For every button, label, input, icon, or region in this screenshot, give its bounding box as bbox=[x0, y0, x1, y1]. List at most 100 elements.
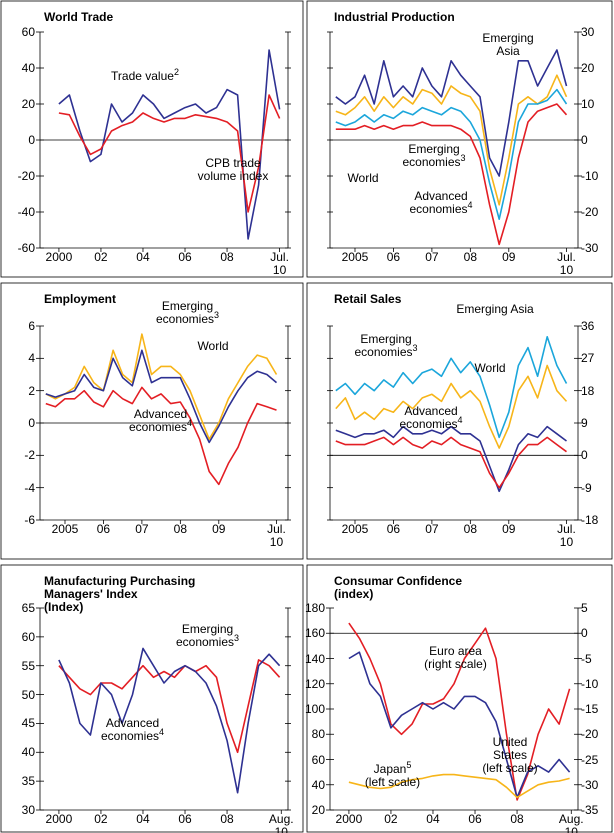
y-tick-label: -9 bbox=[581, 480, 592, 495]
series-label: Emerging economies3 bbox=[398, 143, 470, 169]
x-tick-label: 06 bbox=[178, 812, 192, 826]
y-tick-label: 4 bbox=[28, 351, 35, 366]
series-name: Advanced economies bbox=[100, 716, 160, 743]
y-tick-label: 0 bbox=[581, 626, 588, 641]
y-tick-label: 20 bbox=[581, 61, 595, 75]
x-tick-label: Jul. 10 bbox=[557, 250, 576, 277]
series-note: 4 bbox=[457, 415, 463, 425]
series-label: World bbox=[193, 340, 233, 353]
x-tick-label: Jul. 10 bbox=[270, 250, 289, 277]
y-tick-label: -4 bbox=[24, 480, 35, 495]
series-line bbox=[335, 436, 567, 489]
y-tick-label: 30 bbox=[21, 803, 35, 817]
series-label: World bbox=[343, 172, 383, 185]
series-label: Advanced economies4 bbox=[95, 717, 170, 743]
y-tick-label: -60 bbox=[17, 241, 35, 255]
y-tick-label: -30 bbox=[581, 777, 599, 792]
y-tick-label: -15 bbox=[581, 702, 599, 716]
series-name: Euro area bbox=[429, 644, 482, 658]
series-label: Emerging Asia bbox=[440, 303, 550, 316]
x-tick-label: 2000 bbox=[45, 812, 73, 826]
x-tick-label: 08 bbox=[220, 250, 234, 264]
series-label: Advanced economies4 bbox=[395, 405, 467, 431]
y-tick-label: 36 bbox=[581, 319, 595, 333]
panel-title: Retail Sales bbox=[334, 293, 534, 306]
series-line bbox=[348, 622, 571, 801]
y-tick-label: -20 bbox=[581, 727, 599, 742]
series-note: 4 bbox=[187, 418, 193, 428]
series-line bbox=[45, 349, 278, 444]
series-label: World bbox=[470, 362, 510, 375]
y-tick-label: 180 bbox=[304, 601, 325, 615]
y-tick-label: 40 bbox=[21, 745, 35, 760]
y-tick-label: -10 bbox=[581, 676, 599, 691]
series-label: Euro area (right scale) bbox=[413, 645, 498, 671]
series-name: Trade value bbox=[111, 69, 174, 83]
x-tick-label: 08 bbox=[463, 250, 477, 264]
x-tick-label: 09 bbox=[212, 522, 226, 536]
y-tick-label: 120 bbox=[304, 676, 325, 691]
y-tick-label: -20 bbox=[581, 205, 599, 219]
x-tick-label: 2000 bbox=[335, 812, 363, 826]
y-tick-label: -18 bbox=[581, 513, 599, 527]
y-tick-label: 20 bbox=[21, 97, 35, 111]
y-tick-label: 30 bbox=[581, 25, 595, 39]
series-line bbox=[335, 336, 568, 439]
series-name: Emerging economies bbox=[175, 622, 234, 649]
series-name: Advanced economies bbox=[128, 407, 188, 434]
series-label: Advanced economies4 bbox=[405, 190, 477, 216]
y-tick-label: 6 bbox=[28, 319, 35, 333]
y-tick-label: -35 bbox=[581, 803, 599, 817]
y-tick-label: 45 bbox=[21, 716, 35, 731]
series-line bbox=[335, 103, 568, 246]
y-tick-label: 65 bbox=[21, 601, 35, 615]
series-note: 3 bbox=[234, 633, 240, 643]
series-label: CPB trade volume index bbox=[188, 157, 278, 183]
series-label: Emerging economies3 bbox=[350, 333, 422, 359]
y-tick-label: -6 bbox=[24, 513, 35, 527]
subtitle: (index) bbox=[334, 587, 374, 601]
series-name: Advanced economies bbox=[399, 404, 458, 431]
y-tick-label: 60 bbox=[21, 25, 35, 39]
series-label: Advanced economies4 bbox=[123, 408, 198, 434]
x-tick-label: 02 bbox=[384, 812, 398, 826]
series-note: 4 bbox=[159, 727, 165, 737]
y-tick-label: -40 bbox=[17, 205, 35, 219]
y-tick-label: 0 bbox=[28, 133, 35, 147]
y-tick-label: 60 bbox=[21, 629, 35, 644]
series-label: Emerging Asia bbox=[478, 32, 538, 58]
x-tick-label: 09 bbox=[502, 250, 516, 264]
x-tick-label: 04 bbox=[136, 812, 150, 826]
y-tick-label: -20 bbox=[17, 169, 35, 183]
panel-title: World Trade bbox=[44, 11, 244, 24]
x-tick-label: 06 bbox=[386, 522, 401, 536]
x-tick-label: 2005 bbox=[341, 522, 369, 536]
y-tick-label: -10 bbox=[581, 169, 599, 183]
panel-frame bbox=[306, 564, 613, 833]
series-line bbox=[335, 425, 567, 493]
series-line bbox=[58, 647, 281, 794]
y-tick-label: 2 bbox=[28, 383, 35, 398]
panel-frame bbox=[306, 282, 613, 560]
series-line bbox=[348, 773, 570, 799]
x-tick-label: 08 bbox=[510, 812, 524, 826]
series-line bbox=[335, 88, 568, 220]
y-tick-label: -2 bbox=[24, 448, 35, 463]
y-tick-label: -5 bbox=[581, 651, 592, 666]
x-tick-label: 02 bbox=[94, 812, 108, 826]
series-suffix: (left scale) bbox=[482, 761, 538, 775]
series-note: 2 bbox=[173, 67, 179, 77]
y-tick-label: 40 bbox=[21, 61, 35, 75]
x-tick-label: Aug. 10 bbox=[268, 812, 294, 833]
series-label: Emerging economies3 bbox=[170, 623, 245, 649]
x-tick-label: 2005 bbox=[341, 250, 369, 264]
y-tick-label: 27 bbox=[581, 351, 595, 366]
title-text: Consumar Confidence bbox=[334, 574, 463, 588]
y-tick-label: 100 bbox=[304, 702, 325, 716]
x-tick-label: 06 bbox=[96, 522, 111, 536]
series-note: 5 bbox=[406, 760, 412, 770]
series-line bbox=[348, 651, 571, 799]
panel-frame bbox=[0, 282, 304, 560]
y-tick-label: 10 bbox=[581, 97, 595, 111]
